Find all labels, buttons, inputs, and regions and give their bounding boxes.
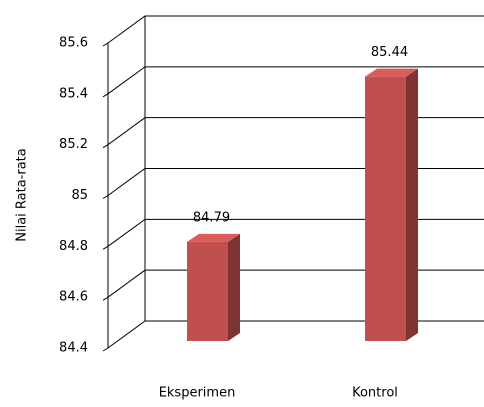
bar-side	[406, 68, 418, 342]
grid-line	[102, 15, 484, 47]
bar-front	[365, 76, 406, 342]
bar-side	[228, 233, 240, 341]
bar-top	[187, 233, 240, 242]
y-tick-label: 84.4	[59, 341, 88, 356]
y-axis-label: Nilai Rata-rata	[15, 148, 30, 242]
grid-line	[102, 66, 484, 98]
bar	[365, 68, 418, 342]
grid-line	[102, 168, 484, 199]
x-tick-label: Eksperimen	[159, 386, 236, 401]
y-tick-label: 85	[71, 188, 88, 203]
y-tick-label: 85.4	[59, 86, 88, 101]
y-tick-label: 84.6	[59, 290, 88, 305]
data-label: 85.44	[371, 45, 408, 60]
y-tick-label: 84.8	[59, 239, 88, 254]
grid-line	[102, 269, 484, 301]
x-tick-label: Kontrol	[352, 386, 398, 401]
y-tick-label: 85.2	[59, 137, 88, 152]
y-tick-label: 85.6	[59, 36, 88, 51]
grid-line	[102, 117, 484, 149]
grid-line	[102, 218, 484, 250]
bar-front	[187, 241, 228, 341]
bar	[187, 233, 240, 341]
bar-top	[365, 68, 418, 77]
grid-line	[102, 320, 484, 352]
data-label: 84.79	[193, 210, 230, 225]
